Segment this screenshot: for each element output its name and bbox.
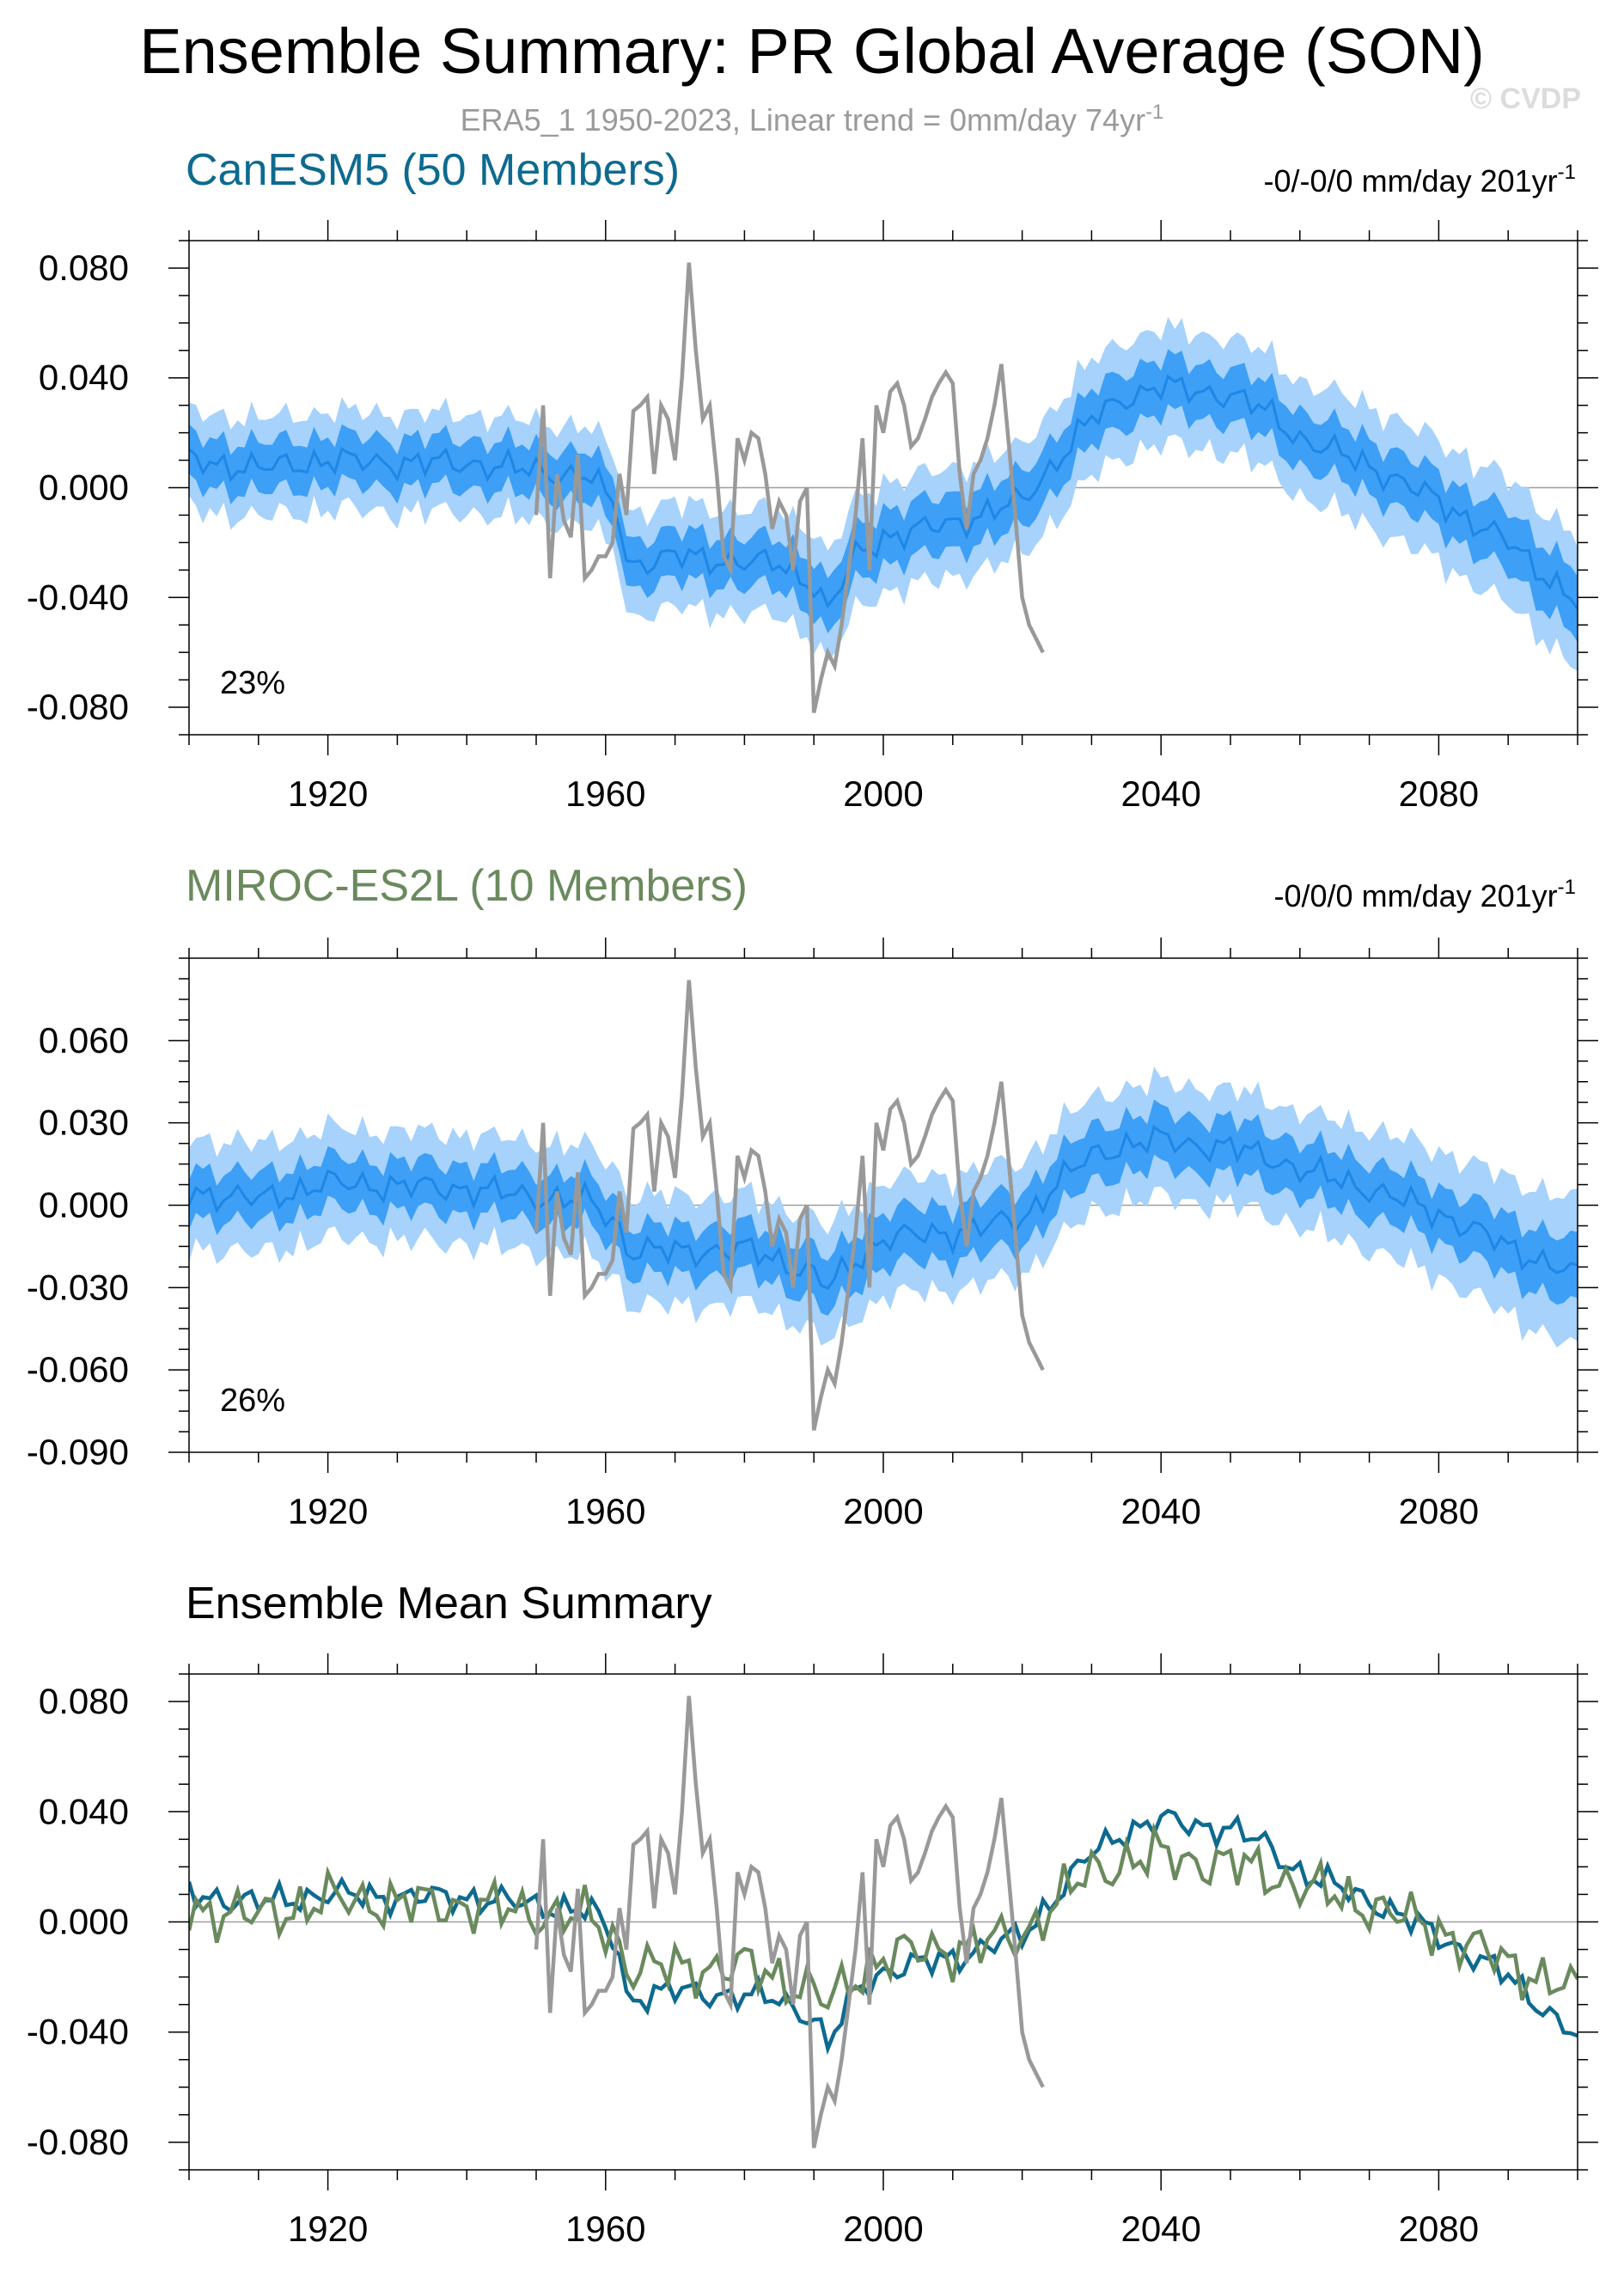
x-tick-label: 2040 [1120, 1491, 1200, 1531]
x-tick-label: 2080 [1399, 1491, 1479, 1531]
watermark-text: © CVDP [1470, 82, 1581, 115]
x-tick-label: 1920 [288, 2209, 368, 2249]
y-tick-label: -0.080 [27, 2122, 129, 2162]
y-tick-label: 0.000 [39, 1902, 129, 1942]
figure-subtitle: ERA5_1 1950-2023, Linear trend = 0mm/day… [461, 101, 1164, 137]
panel-title: Ensemble Mean Summary [186, 1579, 712, 1628]
y-tick-label: 0.030 [39, 1103, 129, 1143]
observed-line [534, 980, 1045, 1431]
ensemble-mean-line [189, 1125, 1578, 1291]
y-tick-label: 0.000 [39, 467, 129, 508]
plot-content [189, 262, 1578, 713]
x-tick-label: 1960 [565, 2209, 645, 2249]
x-tick-label: 2000 [843, 2209, 923, 2249]
y-tick-label: -0.090 [27, 1432, 129, 1472]
panel-miroc: MIROC-ES2L (10 Members) -0/0/0 mm/day 20… [27, 861, 1598, 1531]
y-tick-label: 0.000 [39, 1185, 129, 1225]
x-tick-label: 1960 [565, 1491, 645, 1531]
series-line-miroc [189, 1822, 1578, 2011]
observed-line [534, 262, 1045, 713]
x-tick-label: 1920 [288, 1491, 368, 1531]
plot-content [189, 980, 1578, 1431]
y-tick-label: 0.080 [39, 1681, 129, 1721]
panel-title: CanESM5 (50 Members) [186, 145, 680, 195]
x-tick-label: 2040 [1120, 2209, 1200, 2249]
y-tick-label: -0.040 [27, 577, 129, 617]
panel-title: MIROC-ES2L (10 Members) [186, 861, 748, 911]
percent-label: 23% [220, 665, 285, 701]
panel-ensemble-mean: Ensemble Mean Summary 1920 1960 2000 2040 20… [27, 1579, 1598, 2249]
panel-right-label: -0/-0/0 mm/day 201yr-1 [1264, 161, 1576, 199]
panel-canesm5: CanESM5 (50 Members) -0/-0/0 mm/day 201y… [27, 145, 1598, 814]
y-tick-label: -0.080 [27, 687, 129, 727]
x-tick-label: 2080 [1399, 2209, 1479, 2249]
y-tick-label: -0.060 [27, 1349, 129, 1390]
y-tick-label: 0.060 [39, 1020, 129, 1060]
figure-title: Ensemble Summary: PR Global Average (SON… [139, 15, 1485, 87]
y-tick-label: -0.030 [27, 1267, 129, 1307]
y-tick-label: 0.040 [39, 1791, 129, 1831]
y-tick-label: -0.040 [27, 2012, 129, 2052]
observed-line [534, 1695, 1045, 2148]
spread-inner-band [189, 1099, 1578, 1317]
y-tick-label: 0.080 [39, 247, 129, 288]
series-line-canesm5 [189, 1808, 1578, 2056]
x-tick-label: 2080 [1399, 773, 1479, 814]
percent-label: 26% [220, 1383, 285, 1419]
ensemble-mean-line [189, 374, 1578, 610]
x-tick-label: 2000 [843, 773, 923, 814]
x-tick-label: 2000 [843, 1491, 923, 1531]
x-tick-label: 2040 [1120, 773, 1200, 814]
plot-content [189, 1695, 1578, 2148]
y-tick-label: 0.040 [39, 357, 129, 398]
panel-right-label: -0/0/0 mm/day 201yr-1 [1274, 876, 1576, 913]
x-tick-label: 1920 [288, 773, 368, 814]
x-tick-label: 1960 [565, 773, 645, 814]
